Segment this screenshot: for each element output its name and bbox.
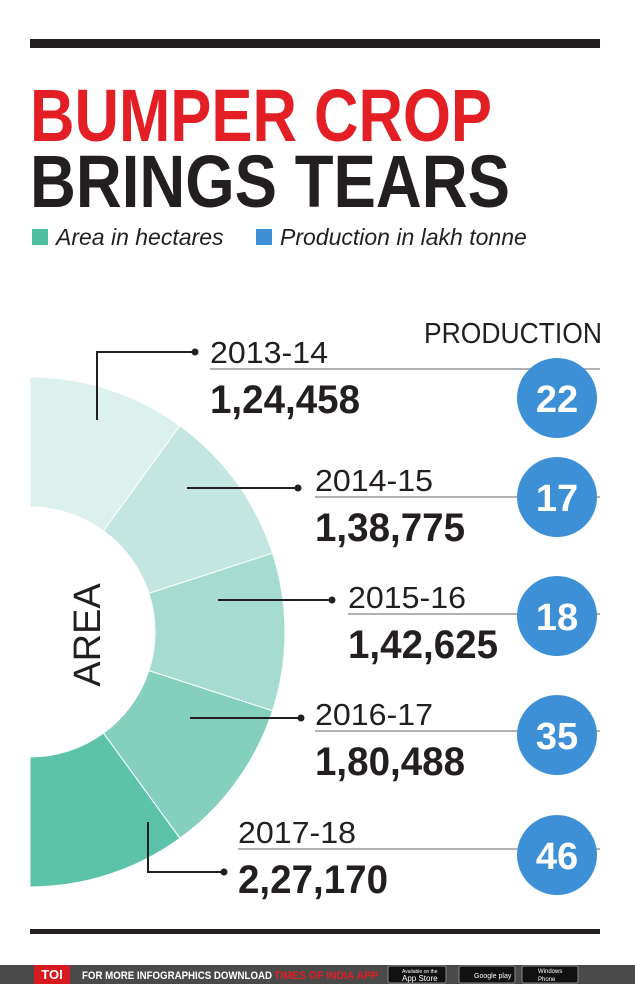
production-circle [517,695,597,775]
title-line2: BRINGS TEARS [30,140,510,223]
legend-label: Production in lakh tonne [280,224,527,250]
row-area: 1,24,458 [210,378,360,422]
legend-label: Area in hectares [54,224,224,250]
production-circle [517,457,597,537]
row-year: 2017-18 [238,815,356,850]
row-area: 1,38,775 [315,506,465,550]
store-badge[interactable] [521,965,579,984]
top-rule [30,39,600,48]
store-label: Windows [538,969,562,975]
row-year: 2016-17 [315,697,433,732]
production-circle [517,576,597,656]
store-small: Available on the [402,969,438,975]
half-donut [29,376,286,888]
row-year: 2014-15 [315,463,433,498]
donut-segment [29,732,181,888]
row-area: 2,27,170 [238,858,388,902]
row-area: 1,80,488 [315,740,465,784]
footer-app: TIMES OF INDIA APP [274,970,378,982]
footer-text: FOR MORE INFOGRAPHICS DOWNLOAD [82,970,272,982]
production-value: 46 [536,836,578,878]
store-label: Google play [474,973,512,980]
production-value: 35 [536,716,578,758]
production-circle [517,358,597,438]
row-year: 2013-14 [210,335,328,370]
production-heading: PRODUCTION [424,318,602,350]
production-value: 17 [536,478,578,520]
bottom-rule [30,929,600,934]
legend-swatch [32,229,48,245]
legend-swatch [256,229,272,245]
production-value: 22 [536,379,578,421]
area-label: AREA [67,583,109,687]
leaders [96,351,330,873]
store-label: App Store [402,974,438,983]
store-badge[interactable] [458,965,516,984]
footer-brand: TOI [41,967,62,982]
row-year: 2015-16 [348,580,466,615]
store-label: Phone [538,977,556,983]
production-value: 18 [536,597,578,639]
leader-dots [191,348,336,876]
title-line1: BUMPER CROP [30,74,492,157]
footer-logo-bg [34,965,70,984]
row-area: 1,42,625 [348,623,498,667]
store-badge[interactable] [387,965,447,984]
production-circle [517,815,597,895]
